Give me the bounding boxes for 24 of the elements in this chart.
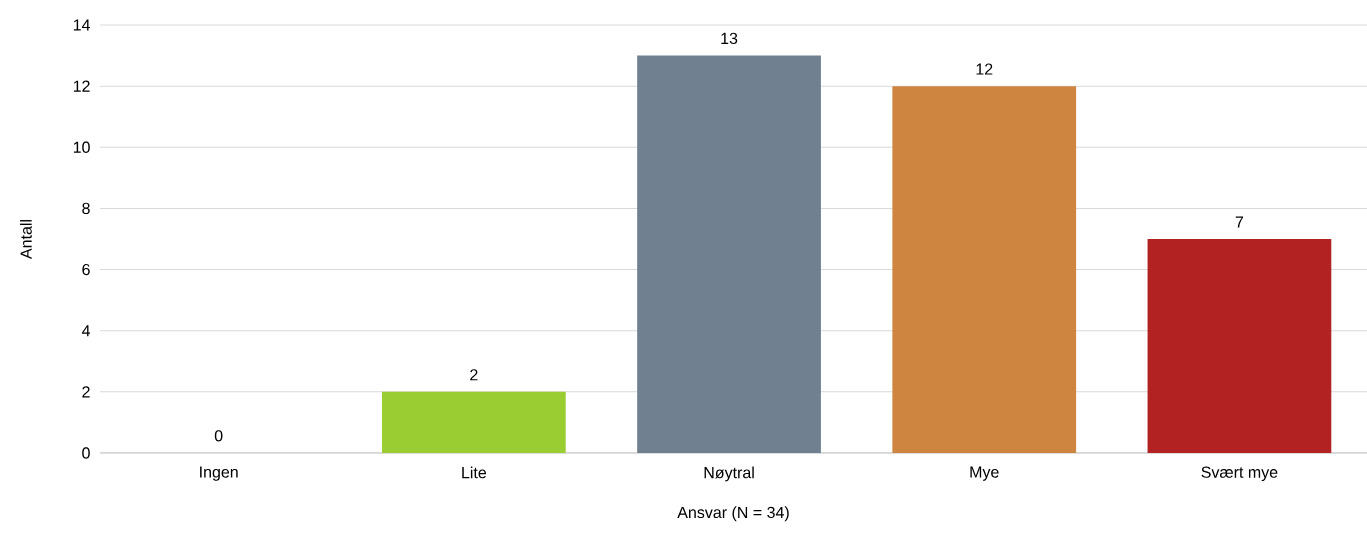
y-tick-label: 10 xyxy=(73,141,90,153)
bar xyxy=(637,55,821,453)
y-tick-label: 2 xyxy=(82,386,90,398)
data-label: 13 xyxy=(721,32,738,45)
x-tick-label: Lite xyxy=(462,466,487,479)
y-tick-label: 6 xyxy=(82,263,90,276)
data-label: 12 xyxy=(976,63,993,75)
y-tick-label: 8 xyxy=(82,202,90,215)
x-tick-label: Nøytral xyxy=(704,466,754,482)
y-tick-label: 0 xyxy=(82,447,90,459)
bar xyxy=(381,391,566,453)
x-tick-label: Svært mye xyxy=(1201,466,1278,482)
x-tick-label: Ingen xyxy=(200,466,238,481)
data-label: 0 xyxy=(214,430,223,442)
data-label: 7 xyxy=(1235,216,1244,228)
y-tick-label: 12 xyxy=(73,80,90,92)
y-axis-title: Antall xyxy=(20,220,32,259)
x-tick-label: Mye xyxy=(970,466,999,481)
y-tick-label: 4 xyxy=(81,325,90,337)
x-axis-title: Ansvar (N = 34) xyxy=(677,506,789,522)
data-label: 2 xyxy=(470,369,478,381)
bar xyxy=(1147,239,1332,453)
y-tick-label: 14 xyxy=(73,19,90,31)
bar xyxy=(892,86,1077,453)
